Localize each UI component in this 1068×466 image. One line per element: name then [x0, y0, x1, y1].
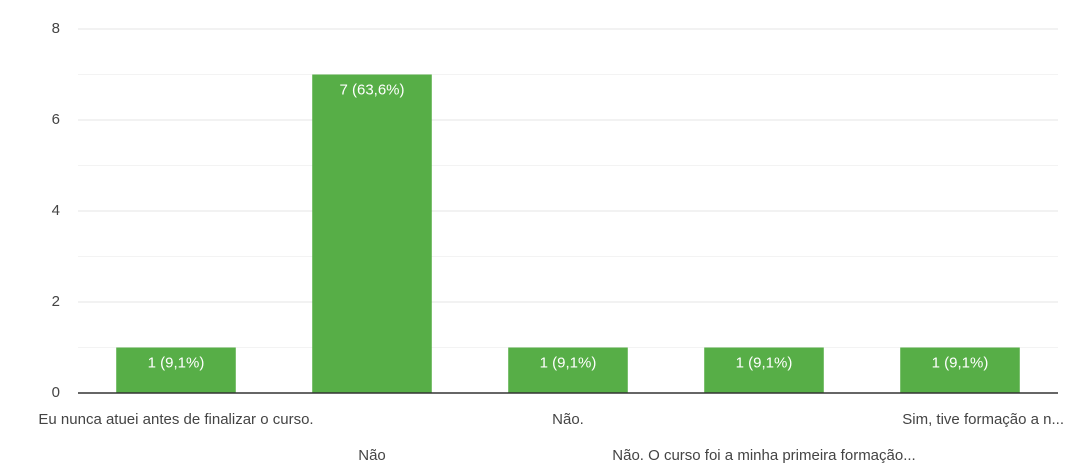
- x-tick-label: Não. O curso foi a minha primeira formaç…: [612, 447, 915, 464]
- x-tick-label: Sim, tive formação a n...: [902, 411, 1064, 428]
- data-label: 1 (9,1%): [736, 354, 793, 371]
- x-tick-label: Eu nunca atuei antes de finalizar o curs…: [38, 411, 313, 428]
- data-label: 1 (9,1%): [932, 354, 989, 371]
- x-tick-label: Não: [358, 447, 386, 464]
- bar: [508, 347, 628, 393]
- bar: [900, 347, 1020, 393]
- bar: [704, 347, 824, 393]
- data-label: 7 (63,6%): [339, 81, 404, 98]
- data-label: 1 (9,1%): [148, 354, 205, 371]
- y-tick-label: 6: [52, 111, 60, 128]
- y-tick-label: 2: [52, 293, 60, 310]
- y-tick-label: 8: [52, 20, 60, 37]
- x-tick-label: Não.: [552, 411, 584, 428]
- y-tick-label: 4: [52, 202, 60, 219]
- bar: [312, 74, 432, 393]
- data-label: 1 (9,1%): [540, 354, 597, 371]
- bar: [116, 347, 236, 393]
- y-tick-label: 0: [52, 384, 60, 401]
